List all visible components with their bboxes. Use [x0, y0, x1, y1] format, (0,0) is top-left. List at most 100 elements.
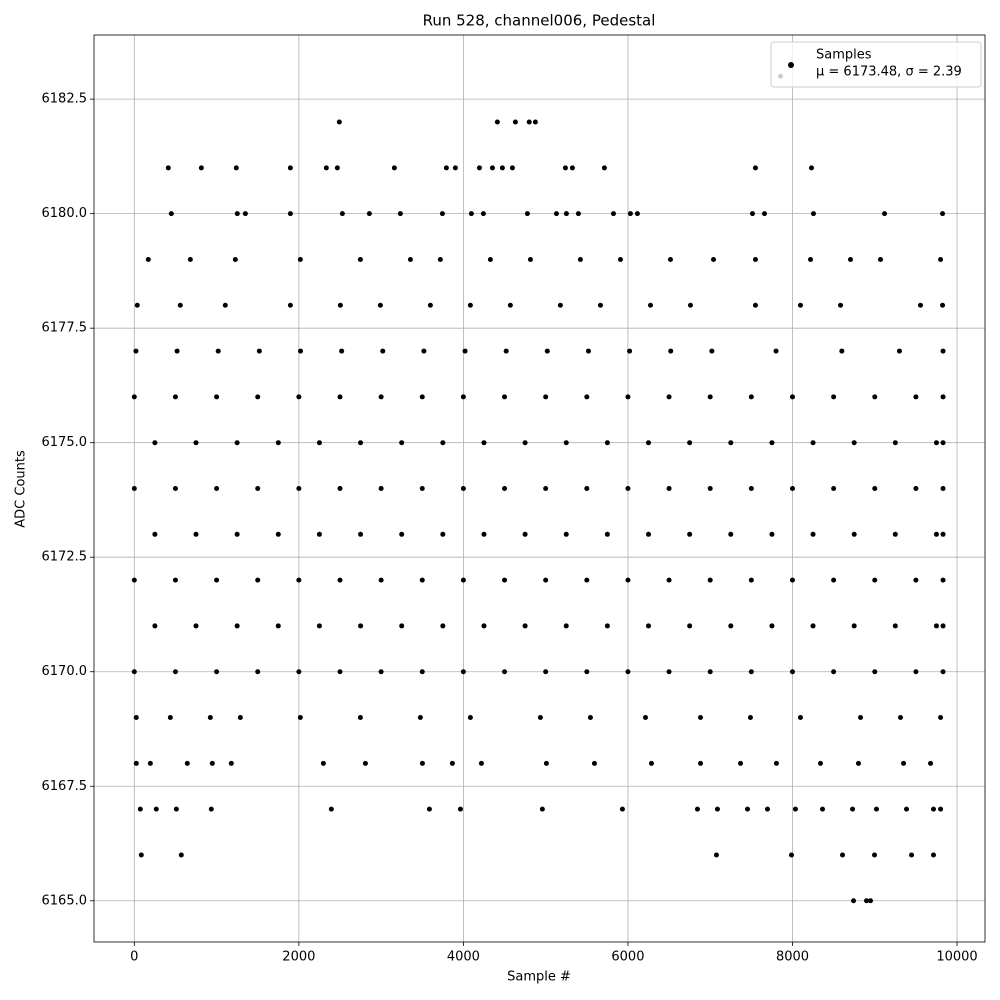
data-point: [131, 394, 137, 400]
data-point: [419, 394, 425, 400]
data-point: [275, 531, 281, 537]
data-point: [397, 211, 403, 217]
data-point: [287, 211, 293, 217]
data-point: [255, 577, 261, 583]
data-point: [647, 302, 653, 308]
data-point: [625, 394, 631, 400]
data-point: [728, 440, 734, 446]
data-point: [851, 531, 857, 537]
data-point: [687, 440, 693, 446]
data-point: [597, 302, 603, 308]
data-point: [134, 302, 140, 308]
data-point: [773, 348, 779, 354]
legend-label: Samples: [816, 48, 872, 63]
data-point: [297, 256, 303, 262]
data-point: [687, 623, 693, 629]
data-point: [585, 348, 591, 354]
data-point: [380, 348, 386, 354]
data-point: [940, 440, 946, 446]
data-point: [872, 486, 878, 491]
data-point: [339, 348, 345, 354]
data-point: [255, 669, 261, 675]
data-point: [133, 760, 139, 766]
data-point: [913, 394, 919, 400]
data-point: [737, 760, 743, 766]
data-point: [234, 623, 240, 629]
data-point: [940, 577, 946, 583]
data-point: [840, 852, 846, 858]
data-point: [172, 577, 178, 583]
data-point: [569, 165, 575, 171]
data-point: [358, 623, 364, 629]
data-point: [439, 211, 445, 217]
data-point: [152, 623, 158, 629]
data-point: [214, 577, 220, 583]
data-point: [563, 623, 569, 629]
data-point: [625, 577, 631, 583]
data-point: [543, 669, 549, 675]
data-point: [831, 577, 837, 583]
data-point: [407, 256, 413, 262]
data-point: [855, 760, 861, 766]
data-point: [184, 760, 190, 766]
data-point: [419, 577, 425, 583]
data-point: [362, 760, 368, 766]
data-point: [426, 806, 432, 812]
data-point: [275, 440, 281, 446]
data-point: [913, 669, 919, 675]
data-point: [499, 165, 505, 171]
data-point: [440, 531, 446, 537]
data-point: [214, 394, 220, 400]
data-point: [256, 348, 262, 354]
data-point: [234, 531, 240, 537]
data-point: [467, 302, 473, 308]
data-point: [604, 623, 610, 629]
data-point: [481, 623, 487, 629]
data-point: [152, 531, 158, 537]
data-point: [320, 760, 326, 766]
data-point: [646, 440, 652, 446]
data-point: [933, 531, 939, 537]
data-point: [878, 256, 884, 262]
data-point: [242, 211, 248, 217]
data-point: [773, 760, 779, 766]
data-point: [214, 669, 220, 675]
data-point: [713, 852, 719, 858]
data-point: [563, 440, 569, 446]
data-point: [940, 302, 946, 308]
data-point: [896, 348, 902, 354]
data-point: [610, 211, 616, 217]
data-point: [526, 119, 532, 125]
data-point: [296, 669, 302, 675]
data-point: [687, 531, 693, 537]
data-point: [522, 623, 528, 629]
data-point: [748, 394, 754, 400]
data-point: [460, 669, 466, 675]
data-point: [522, 440, 528, 446]
data-point: [478, 760, 484, 766]
data-point: [666, 486, 672, 491]
legend: Samples μ = 6173.48, σ = 2.39: [770, 41, 982, 88]
data-point: [357, 715, 363, 721]
data-point: [817, 760, 823, 766]
data-point: [131, 486, 137, 491]
data-point: [209, 760, 215, 766]
data-point: [178, 852, 184, 858]
data-point: [940, 394, 946, 400]
data-point: [872, 577, 878, 583]
data-point: [769, 440, 775, 446]
data-point: [909, 852, 915, 858]
data-point: [792, 806, 798, 812]
data-point: [215, 348, 221, 354]
data-point: [165, 165, 171, 171]
data-point: [316, 623, 322, 629]
data-point: [172, 486, 178, 491]
data-point: [810, 623, 816, 629]
data-point: [940, 531, 946, 537]
data-point: [752, 302, 758, 308]
data-point: [133, 348, 139, 354]
data-point: [532, 119, 538, 125]
data-point: [193, 531, 199, 537]
data-point: [668, 348, 674, 354]
data-point: [502, 669, 508, 675]
